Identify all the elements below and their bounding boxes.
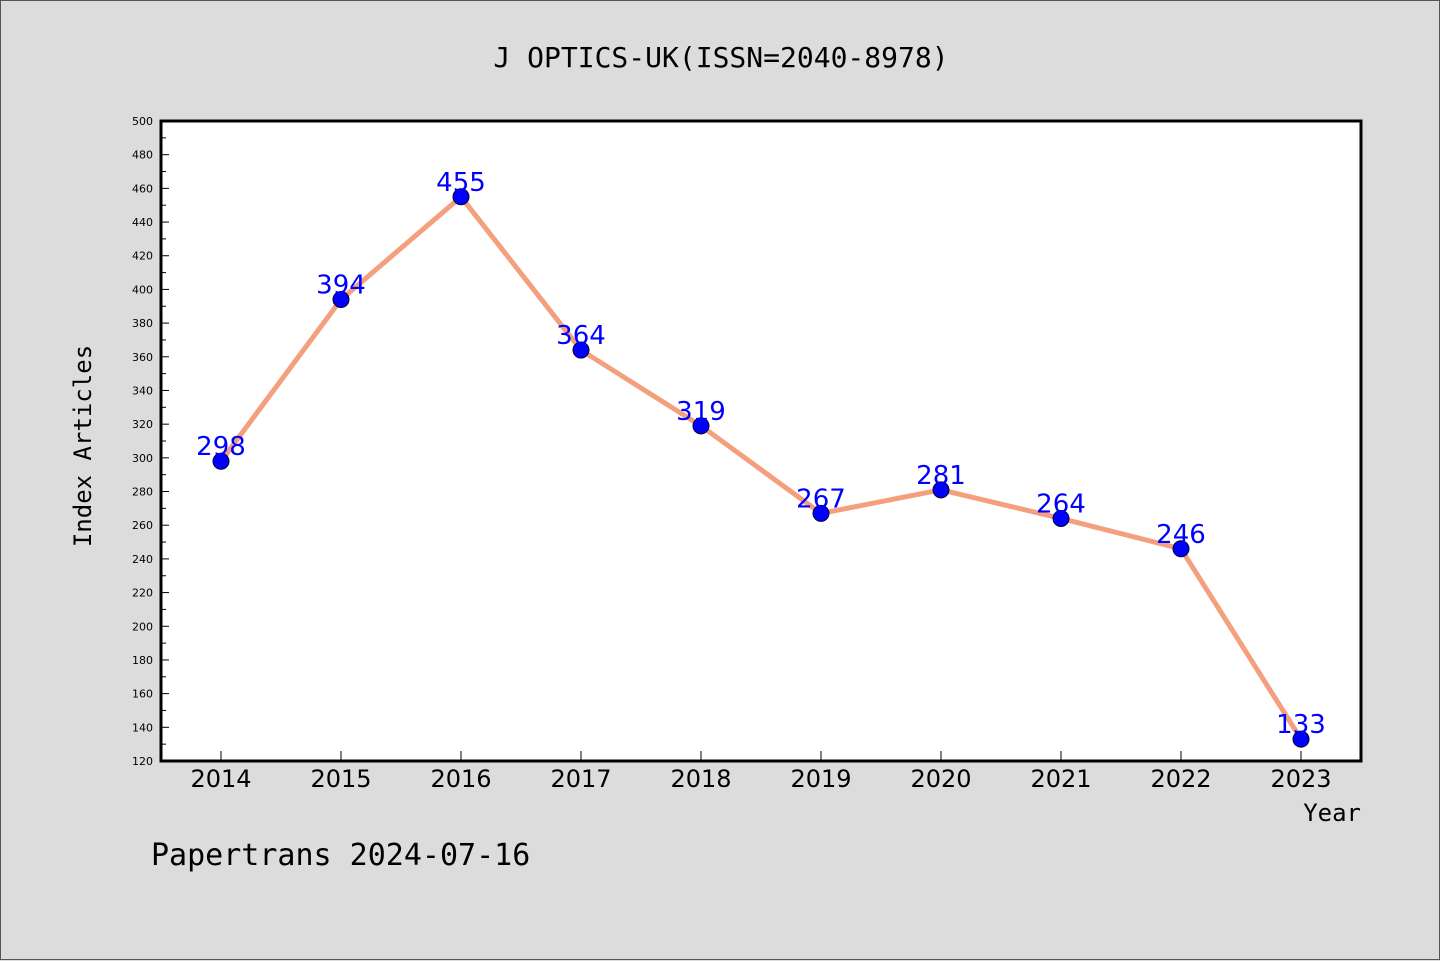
data-label: 133 (1276, 710, 1326, 740)
x-tick-label: 2023 (1270, 765, 1331, 793)
data-label: 455 (436, 168, 486, 198)
y-tick-label: 300 (132, 452, 153, 465)
y-tick-label: 120 (132, 755, 153, 768)
y-tick-label: 260 (132, 519, 153, 532)
data-label: 364 (556, 321, 606, 351)
y-tick-label: 180 (132, 654, 153, 667)
data-labels-group: 298 394 455 364 319 267 281 264 246 133 (196, 168, 1326, 740)
x-axis: 2014 2015 2016 2017 2018 2019 2020 2021 2022 2023 (190, 751, 1332, 793)
y-axis-label: Index Articles (69, 345, 97, 547)
data-point (452, 188, 470, 206)
plot-area (159, 119, 1363, 763)
y-tick-label: 480 (132, 149, 153, 162)
data-point (212, 452, 230, 470)
y-tick-label: 160 (132, 688, 153, 701)
y-tick-label: 420 (132, 250, 153, 263)
data-point (1172, 540, 1190, 558)
y-tick-label: 280 (132, 486, 153, 499)
y-tick-label: 500 (132, 115, 153, 128)
y-tick-label: 240 (132, 553, 153, 566)
y-tick-label: 220 (132, 587, 153, 600)
data-point (332, 291, 350, 309)
x-tick-label: 2020 (910, 765, 971, 793)
y-axis: 120 140 160 180 200 220 240 260 280 300 320 340 360 3… (132, 115, 169, 768)
data-label: 281 (916, 461, 966, 491)
data-label: 298 (196, 432, 246, 462)
y-tick-label: 380 (132, 317, 153, 330)
data-point (572, 341, 590, 359)
data-point (1292, 730, 1310, 748)
data-label: 394 (316, 271, 366, 301)
footer-credit: Papertrans 2024-07-16 (151, 838, 530, 873)
x-tick-label: 2022 (1150, 765, 1211, 793)
data-label: 267 (796, 484, 846, 514)
x-tick-label: 2019 (790, 765, 851, 793)
x-tick-label: 2018 (670, 765, 731, 793)
data-point (932, 481, 950, 499)
data-point (812, 504, 830, 522)
series-line (218, 194, 1304, 741)
series-line-group (218, 194, 1304, 741)
y-tick-label: 200 (132, 620, 153, 633)
data-label: 246 (1156, 520, 1206, 550)
y-tick-label: 340 (132, 384, 153, 397)
markers-group (212, 188, 1310, 748)
data-point (692, 417, 710, 435)
x-tick-label: 2016 (430, 765, 491, 793)
y-tick-label: 360 (132, 351, 153, 364)
y-tick-label: 320 (132, 418, 153, 431)
chart-title: J OPTICS-UK(ISSN=2040-8978) (493, 41, 948, 74)
x-tick-label: 2021 (1030, 765, 1091, 793)
data-point (1052, 509, 1070, 527)
x-tick-label: 2015 (310, 765, 371, 793)
x-tick-label: 2017 (550, 765, 611, 793)
y-tick-label: 140 (132, 721, 153, 734)
y-tick-label: 400 (132, 283, 153, 296)
x-tick-label: 2014 (190, 765, 251, 793)
data-label: 319 (676, 397, 726, 427)
y-tick-label: 460 (132, 182, 153, 195)
x-axis-label: Year (1303, 799, 1361, 827)
data-label: 264 (1036, 489, 1086, 519)
y-tick-label: 440 (132, 216, 153, 229)
